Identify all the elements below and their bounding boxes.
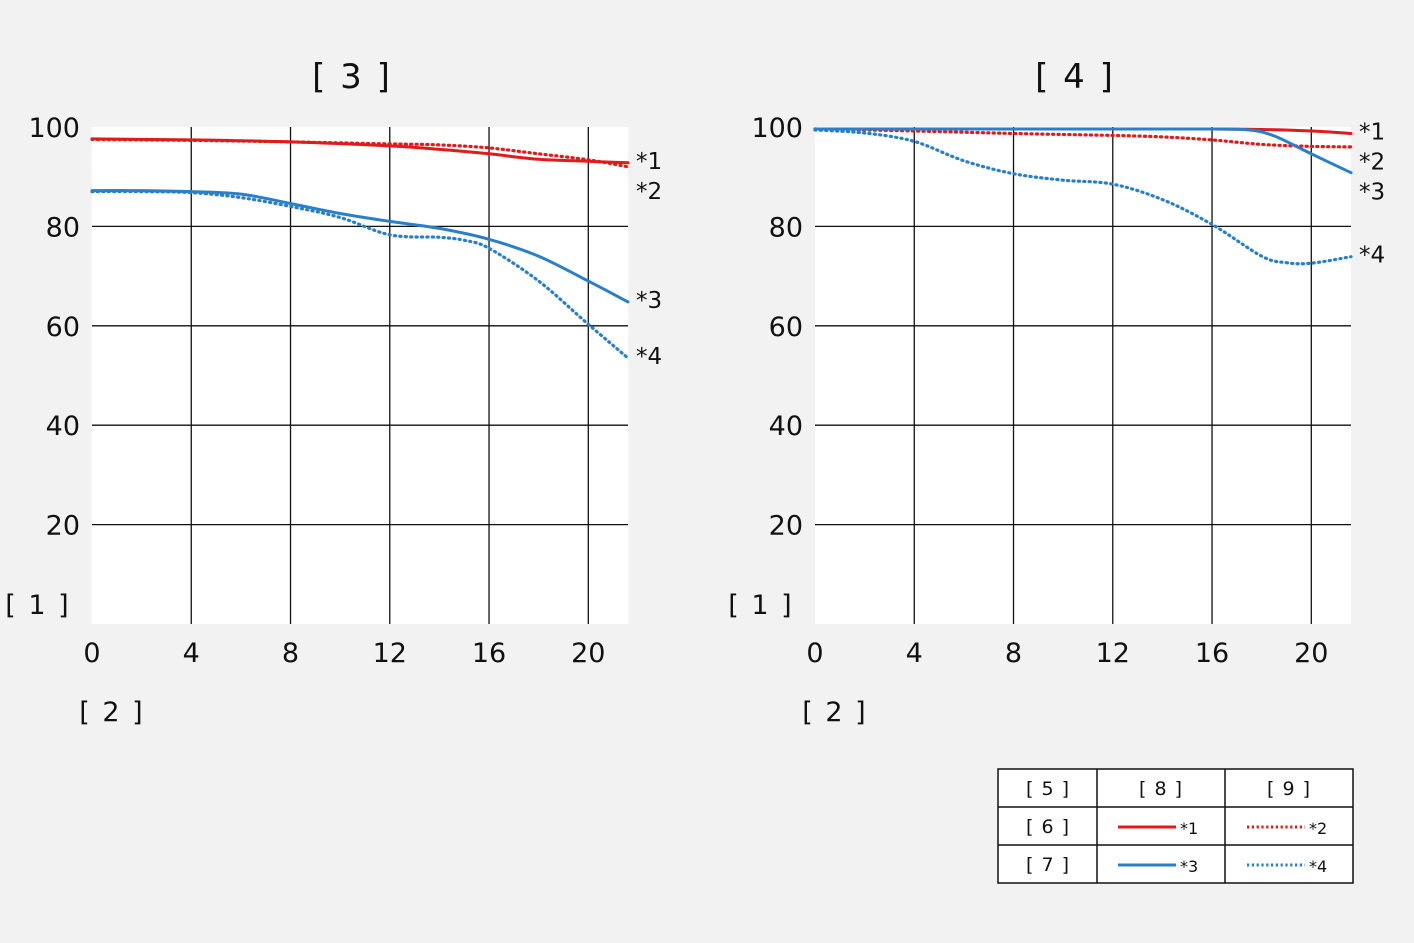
series-line-4 [813, 128, 1353, 266]
legend-header-col1: [ 5 ] [1026, 778, 1070, 800]
legend-tag-star2: *2 [1309, 819, 1327, 838]
x-tick-label: 4 [183, 638, 200, 669]
series-line-2 [90, 137, 630, 169]
series-line-2 [813, 127, 1353, 149]
y-tick-label: 60 [769, 312, 803, 343]
y-tick-label: 60 [46, 312, 80, 343]
y-tick-label: 40 [46, 411, 80, 442]
series-tag: *2 [636, 179, 662, 205]
series-line-4 [90, 189, 630, 360]
x-axis-label: [ 2 ] [802, 697, 867, 728]
x-tick-label: 20 [571, 638, 605, 669]
y-tick-label: 100 [751, 113, 803, 144]
plot-area [815, 127, 1351, 624]
y-tick-label: 20 [769, 511, 803, 542]
series-line-3 [90, 189, 630, 304]
x-axis-label: [ 2 ] [79, 697, 144, 728]
chart-title: [ 3 ] [312, 57, 392, 97]
y-tick-label: 40 [769, 411, 803, 442]
x-tick-label: 12 [373, 638, 407, 669]
y-axis-label: [ 1 ] [728, 590, 793, 621]
chart-2: 0 4 8 12 16 20 20 40 60 80 100 [ 4 ] [ 1 ] [ 2 ] *1 *2 *… [728, 57, 1385, 728]
x-tick-label: 0 [83, 638, 100, 669]
legend-table: [ 5 ] [ 8 ] [ 9 ] [ 6 ] [ 7 ] *1 *2 *3 *… [997, 768, 1354, 884]
legend-tag-star1: *1 [1180, 819, 1198, 838]
x-tick-label: 16 [1195, 638, 1229, 669]
x-tick-label: 4 [906, 638, 923, 669]
legend-header-col2: [ 8 ] [1139, 778, 1183, 800]
series-tag: *4 [636, 344, 662, 370]
legend-tag-star4: *4 [1309, 857, 1327, 876]
series-tag: *4 [1359, 243, 1385, 269]
x-tick-label: 20 [1294, 638, 1328, 669]
legend-tag-star3: *3 [1180, 857, 1198, 876]
chart-title: [ 4 ] [1035, 57, 1115, 97]
series-tag: *1 [636, 149, 662, 175]
legend-row2-label: [ 7 ] [1026, 854, 1070, 876]
series-tag: *1 [1359, 119, 1385, 145]
plot-area [92, 127, 628, 624]
x-tick-label: 0 [806, 638, 823, 669]
series-line-3 [813, 127, 1353, 175]
y-tick-label: 80 [46, 212, 80, 243]
legend-header-col3: [ 9 ] [1267, 778, 1311, 800]
y-axis-label: [ 1 ] [5, 590, 70, 621]
series-tag: *2 [1359, 149, 1385, 175]
legend-row1-label: [ 6 ] [1026, 816, 1070, 838]
y-tick-label: 20 [46, 511, 80, 542]
series-tag: *3 [1359, 179, 1385, 205]
x-tick-label: 16 [472, 638, 506, 669]
series-tag: *3 [636, 288, 662, 314]
chart-1: 0 4 8 12 16 20 20 40 60 80 100 [ 3 ] [ 1 ] [ 2 ] *1 *2 *… [5, 57, 662, 728]
x-tick-label: 12 [1096, 638, 1130, 669]
x-tick-label: 8 [282, 638, 299, 669]
x-tick-label: 8 [1005, 638, 1022, 669]
y-tick-label: 100 [28, 113, 80, 144]
y-tick-label: 80 [769, 212, 803, 243]
